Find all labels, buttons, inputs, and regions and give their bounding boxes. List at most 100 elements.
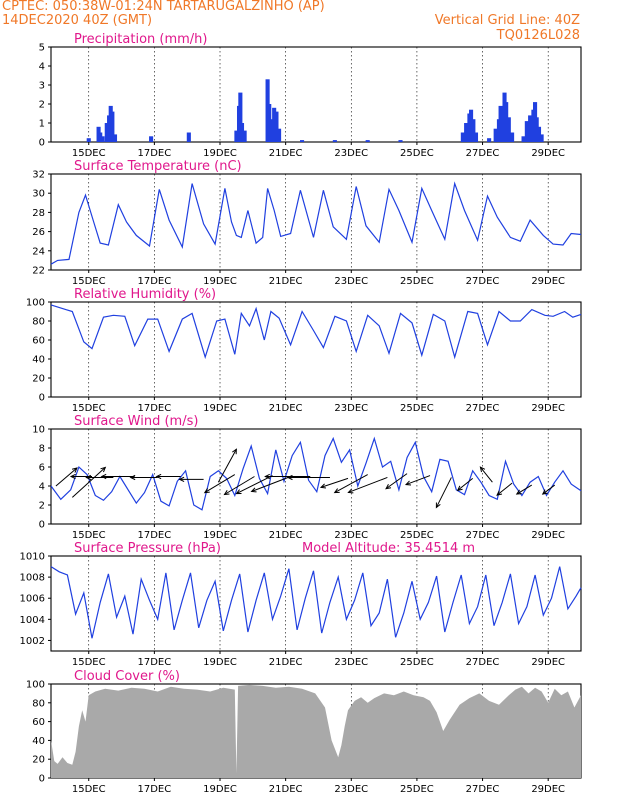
rh-xtick-label: 21DEC (269, 403, 303, 414)
press-xtick-label: 19DEC (203, 657, 237, 668)
header-station: CPTEC: 050:38W-01:24N TARTARUGALZINHO (A… (2, 0, 325, 14)
precip-bar (272, 107, 277, 142)
rh-xtick-label: 25DEC (400, 403, 434, 414)
cloud-ytick-label: 80 (32, 698, 45, 709)
wind-xtick-label: 17DEC (138, 530, 172, 541)
precip-xtick-label: 15DEC (72, 148, 106, 159)
temp-xtick-label: 21DEC (269, 276, 303, 287)
cloud-ytick-label: 60 (32, 717, 45, 728)
precip-xtick-label: 27DEC (466, 148, 500, 159)
precip-ytick-label: 4 (39, 62, 45, 73)
precip-bar (365, 140, 370, 142)
precip-xtick-label: 21DEC (269, 148, 303, 159)
press-ytick-label: 1008 (20, 573, 45, 584)
wind-series-line (50, 436, 582, 511)
precip-bar (506, 117, 511, 142)
wind-vector-arrow (250, 476, 291, 493)
rh-series-line (50, 304, 582, 360)
precip-bar (539, 134, 544, 142)
wind-ytick-label: 6 (39, 463, 45, 474)
press-subtitle: Model Altitude: 35.4514 m (302, 541, 475, 556)
press-xtick-label: 23DEC (334, 657, 368, 668)
precip-bar (104, 123, 109, 142)
precip-bar (274, 111, 279, 142)
press-xtick-label: 29DEC (531, 657, 565, 668)
header-grid-note: Vertical Grid Line: 40Z (434, 13, 580, 28)
precip-bar (464, 123, 469, 142)
rh-xtick-label: 15DEC (72, 403, 106, 414)
precip-bar (536, 126, 542, 142)
rh-xtick-label: 19DEC (203, 403, 237, 414)
rh-ytick-label: 20 (32, 374, 45, 385)
press-series-line (50, 566, 582, 639)
precip-bar (238, 92, 243, 142)
precip-bar (460, 132, 465, 142)
precip-bar (332, 140, 337, 142)
precip-ytick-label: 2 (39, 100, 45, 111)
cloud-ytick-label: 20 (32, 755, 45, 766)
cloud-xtick-label: 23DEC (334, 784, 368, 795)
wind-vector-arrow (347, 476, 388, 494)
wind-vector-arrow (55, 467, 78, 487)
wind-xtick-label: 15DEC (72, 530, 106, 541)
cloud-title: Cloud Cover (%) (74, 669, 180, 684)
precip-bar (100, 136, 105, 142)
cloud-xtick-label: 25DEC (400, 784, 434, 795)
precip-bar (300, 140, 305, 142)
wind-vector-arrow (385, 473, 408, 490)
rh-ytick-label: 40 (32, 355, 45, 366)
wind-vector-arrow (319, 477, 349, 489)
temp-ytick-label: 24 (32, 246, 45, 257)
precip-xtick-label: 23DEC (334, 148, 368, 159)
wind-xtick-label: 25DEC (400, 530, 434, 541)
cloud-ytick-label: 40 (32, 736, 45, 747)
wind-title: Surface Wind (m/s) (74, 414, 198, 429)
temp-title: Surface Temperature (nC) (74, 159, 242, 174)
precip-bar (471, 119, 476, 142)
press-ytick-label: 1006 (20, 594, 45, 605)
wind-vector-arrow (155, 473, 181, 480)
wind-vector-arrow (515, 484, 533, 495)
precip-bar (186, 132, 191, 142)
precip-xtick-label: 19DEC (203, 148, 237, 159)
rh-frame (50, 301, 582, 398)
cloud-xtick-label: 17DEC (138, 784, 172, 795)
temp-ytick-label: 30 (32, 189, 45, 200)
temp-xtick-label: 15DEC (72, 276, 106, 287)
precip-bar (510, 132, 515, 142)
precip-bar (110, 111, 115, 142)
wind-vector-arrow (85, 474, 114, 481)
precip-ytick-label: 0 (39, 138, 45, 149)
precip-bar (277, 128, 282, 142)
wind-ytick-label: 10 (32, 425, 45, 436)
press-ytick-label: 1002 (20, 636, 45, 647)
wind-vector-arrow (479, 466, 493, 483)
press-xtick-label: 27DEC (466, 657, 500, 668)
temp-xtick-label: 17DEC (138, 276, 172, 287)
wind-ytick-label: 8 (39, 444, 45, 455)
wind-vector-arrow (541, 484, 556, 495)
rh-xtick-label: 17DEC (138, 403, 172, 414)
precip-bar (504, 102, 509, 142)
press-xtick-label: 17DEC (138, 657, 172, 668)
temp-xtick-label: 29DEC (531, 276, 565, 287)
temp-ytick-label: 22 (32, 266, 45, 277)
precip-xtick-label: 25DEC (400, 148, 434, 159)
precip-bar (234, 130, 239, 142)
precip-bar (149, 136, 154, 142)
press-title: Surface Pressure (hPa) (74, 541, 221, 556)
press-xtick-label: 15DEC (72, 657, 106, 668)
precip-bar (487, 138, 492, 142)
temp-series-line (50, 181, 582, 265)
temp-frame (50, 173, 582, 271)
wind-vector-arrow (100, 473, 135, 480)
press-ytick-label: 1010 (20, 552, 45, 563)
temp-ytick-label: 26 (32, 227, 45, 238)
cloud-cover-area (51, 684, 581, 778)
precip-frame (50, 46, 582, 143)
cloud-xtick-label: 19DEC (203, 784, 237, 795)
press-frame (50, 555, 582, 652)
header-date: 14DEC2020 40Z (GMT) (2, 13, 153, 28)
precip-bar (239, 123, 245, 142)
wind-vector-arrow (496, 482, 513, 496)
